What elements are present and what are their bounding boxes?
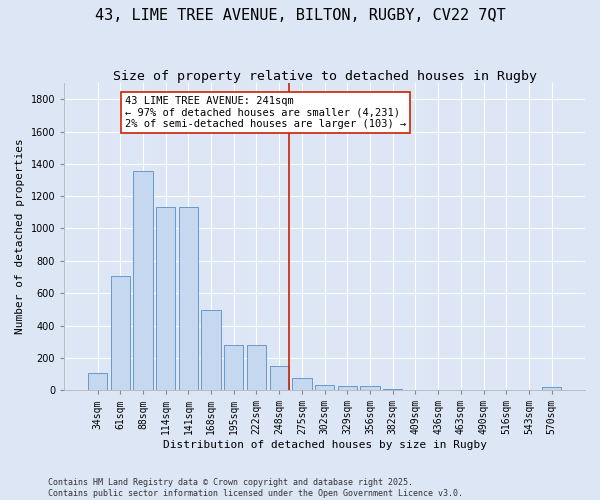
Title: Size of property relative to detached houses in Rugby: Size of property relative to detached ho… bbox=[113, 70, 536, 83]
Bar bbox=[202, 310, 221, 390]
Text: 43 LIME TREE AVENUE: 241sqm
← 97% of detached houses are smaller (4,231)
2% of s: 43 LIME TREE AVENUE: 241sqm ← 97% of det… bbox=[125, 96, 406, 129]
Bar bbox=[542, 387, 562, 390]
Text: Contains HM Land Registry data © Crown copyright and database right 2025.
Contai: Contains HM Land Registry data © Crown c… bbox=[48, 478, 463, 498]
Bar bbox=[315, 386, 334, 390]
Bar bbox=[247, 345, 266, 390]
Bar bbox=[133, 171, 152, 390]
Text: 43, LIME TREE AVENUE, BILTON, RUGBY, CV22 7QT: 43, LIME TREE AVENUE, BILTON, RUGBY, CV2… bbox=[95, 8, 505, 22]
Y-axis label: Number of detached properties: Number of detached properties bbox=[15, 138, 25, 334]
Bar bbox=[361, 386, 380, 390]
Bar bbox=[269, 366, 289, 390]
Bar bbox=[338, 386, 357, 390]
Bar bbox=[156, 208, 175, 390]
Bar bbox=[224, 345, 244, 390]
Bar bbox=[179, 208, 198, 390]
Bar bbox=[292, 378, 311, 390]
Bar bbox=[110, 276, 130, 390]
X-axis label: Distribution of detached houses by size in Rugby: Distribution of detached houses by size … bbox=[163, 440, 487, 450]
Bar bbox=[88, 373, 107, 390]
